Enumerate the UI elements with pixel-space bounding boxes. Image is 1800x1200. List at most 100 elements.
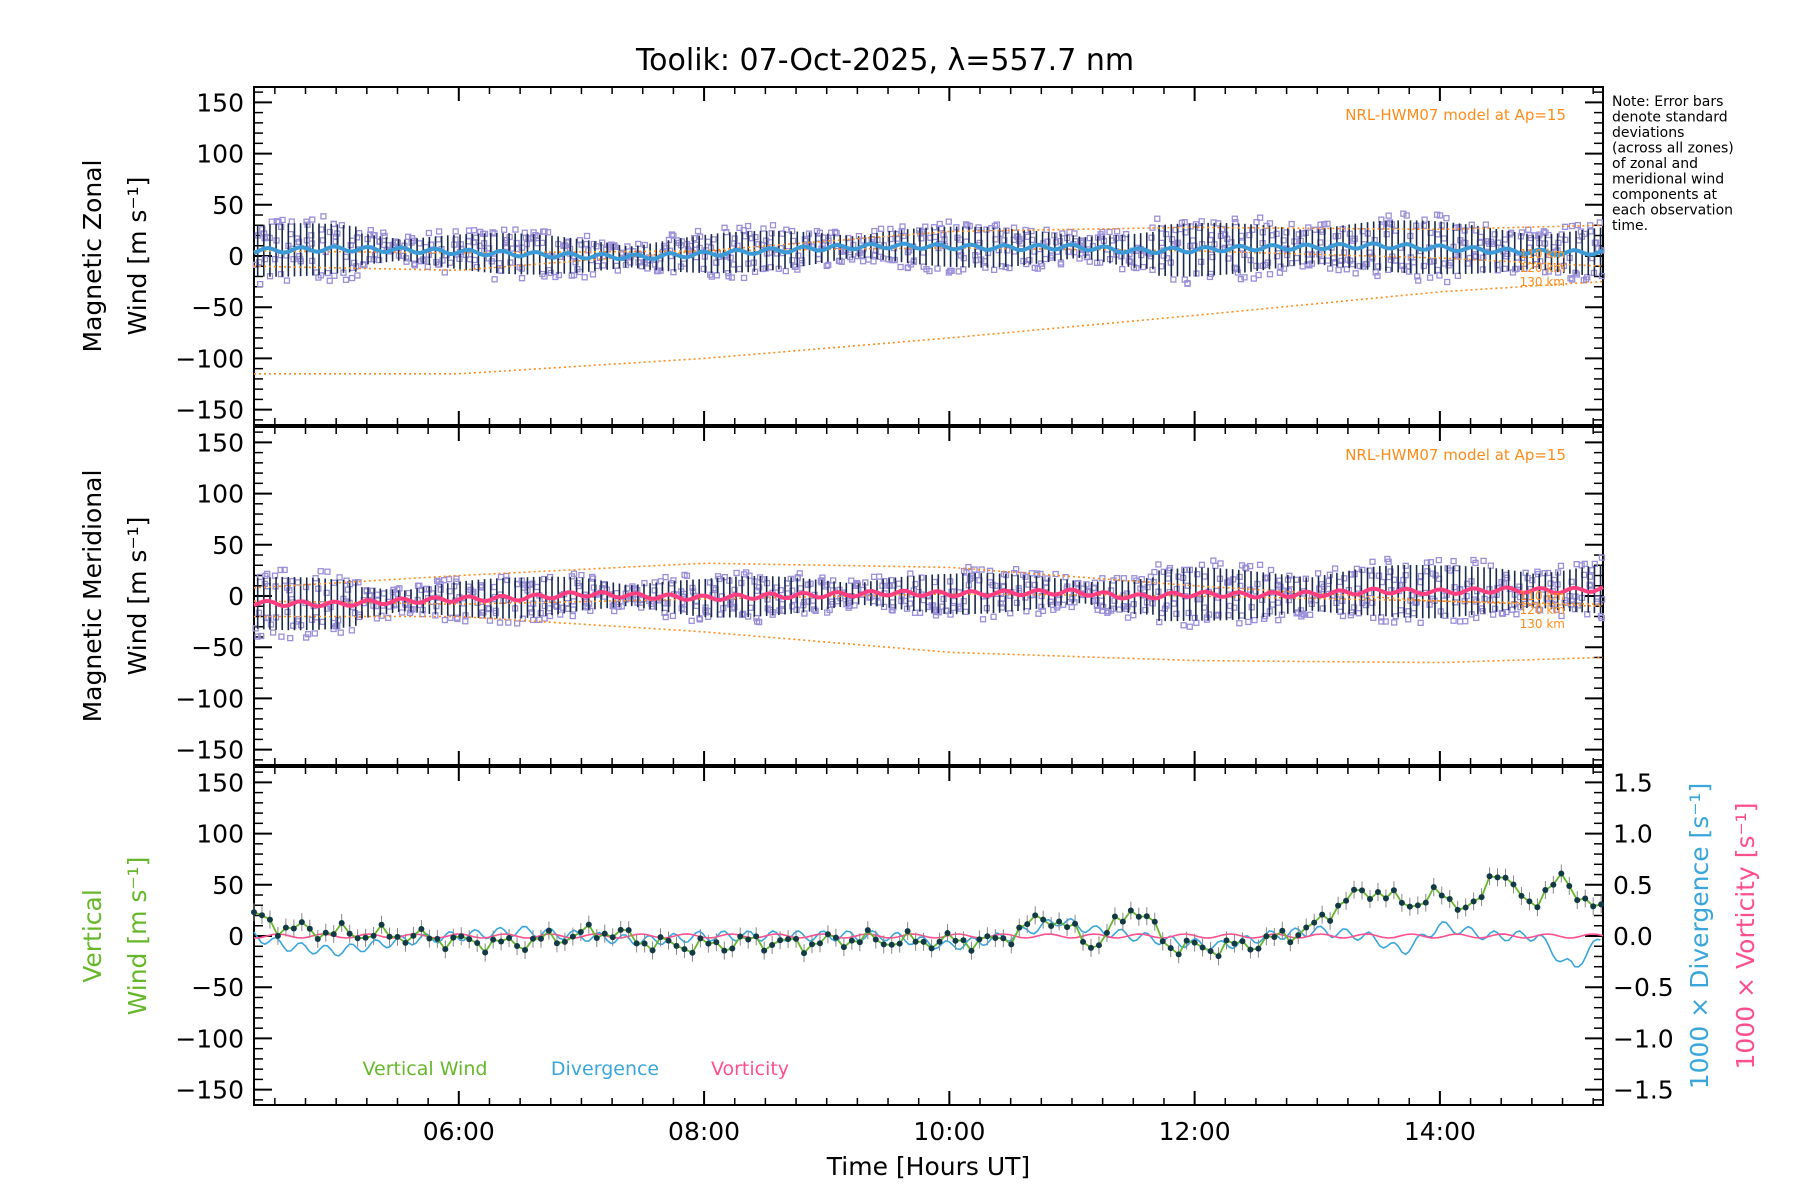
- model-curve-110-km: [253, 562, 1604, 605]
- scatter-point: [1280, 265, 1288, 272]
- model-altitude-label: 120 km: [1520, 261, 1565, 275]
- scatter-point: [1508, 229, 1515, 236]
- scatter-point: [326, 228, 334, 236]
- scatter-point: [590, 584, 598, 591]
- scatter-point: [826, 606, 833, 614]
- note-line: each observation: [1612, 203, 1733, 219]
- scatter-point: [950, 604, 957, 612]
- scatter-point: [1037, 570, 1044, 578]
- meridional-wind-line: [253, 585, 1604, 609]
- scatter-point: [1378, 216, 1385, 223]
- scatter-point: [1306, 611, 1314, 618]
- scatter-point: [1189, 237, 1197, 244]
- scatter-point: [589, 271, 597, 278]
- scatter-point: [324, 568, 331, 575]
- vertical-wind-point: [1558, 870, 1565, 877]
- scatter-point: [323, 589, 330, 597]
- scatter-point: [1233, 265, 1241, 273]
- y-axis-title: Wind [m s⁻¹]: [123, 857, 152, 1016]
- note-line: Note: Error bars: [1612, 94, 1723, 110]
- y2-tick-label: −1.0: [1613, 1024, 1674, 1053]
- scatter-point: [309, 216, 316, 223]
- scatter-point: [933, 608, 941, 616]
- vertical-wind-point: [808, 941, 815, 948]
- scatter-point: [268, 218, 275, 225]
- scatter-point: [541, 615, 548, 622]
- scatter-point: [1184, 280, 1191, 287]
- vertical-wind-point: [522, 946, 529, 953]
- scatter-point: [752, 233, 759, 241]
- scatter-point: [1586, 581, 1593, 588]
- scatter-point: [1246, 562, 1254, 570]
- scatter-point: [434, 577, 441, 584]
- y-axis-title: Wind [m s⁻¹]: [123, 177, 152, 336]
- scatter-point: [554, 603, 561, 610]
- scatter-point: [1039, 607, 1047, 615]
- scatter-point: [997, 230, 1004, 237]
- vertical-wind-point: [482, 949, 489, 956]
- scatter-point: [369, 587, 376, 594]
- scatter-point: [1557, 562, 1565, 570]
- scatter-point: [1231, 604, 1238, 611]
- scatter-point: [1273, 253, 1281, 260]
- model-altitude-label: 110 km: [1520, 589, 1565, 603]
- scatter-point: [1155, 561, 1162, 568]
- scatter-point: [589, 573, 596, 581]
- scatter-point: [496, 619, 504, 626]
- scatter-point: [1491, 231, 1498, 238]
- scatter-point: [308, 232, 315, 239]
- scatter-point: [1026, 256, 1033, 264]
- vertical-wind-point: [737, 933, 744, 940]
- scatter-point: [965, 563, 972, 571]
- vertical-wind-points: [251, 864, 1605, 966]
- vertical-wind-point: [251, 909, 257, 916]
- scatter-point: [1267, 566, 1275, 574]
- scatter-point: [1106, 228, 1113, 236]
- scatter-point: [277, 271, 285, 278]
- scatter-point: [336, 574, 343, 581]
- y2-tick-label: −1.5: [1613, 1076, 1674, 1105]
- scatter-point: [485, 605, 493, 613]
- scatter-point: [746, 572, 753, 579]
- vertical-wind-point: [984, 933, 991, 940]
- scatter-point: [1264, 259, 1272, 266]
- vertical-wind-point: [1414, 902, 1421, 909]
- scatter-point: [1540, 228, 1547, 235]
- vertical-wind-point: [1462, 904, 1469, 911]
- vertical-wind-point: [793, 935, 800, 942]
- vertical-wind-point: [1143, 913, 1150, 920]
- scatter-point: [1252, 588, 1259, 595]
- y2-tick-label: −0.5: [1613, 973, 1674, 1002]
- scatter-point: [557, 611, 564, 618]
- vertical-wind-point: [1032, 912, 1039, 919]
- scatter-point: [789, 603, 796, 610]
- scatter-point: [546, 612, 554, 620]
- scatter-point: [1573, 271, 1581, 278]
- x-tick-label: 10:00: [913, 1117, 985, 1146]
- scatter-point: [1400, 576, 1407, 584]
- vertical-wind-point: [1095, 942, 1102, 949]
- scatter-point: [1295, 231, 1302, 238]
- vertical-wind-point: [1064, 924, 1071, 931]
- scatter-point: [1266, 271, 1274, 278]
- scatter-point: [437, 586, 444, 593]
- vertical-wind-point: [282, 924, 289, 931]
- scatter-point: [1119, 265, 1126, 273]
- scatter-point: [1462, 618, 1469, 625]
- scatter-point: [281, 577, 289, 584]
- vertical-wind-point: [689, 949, 696, 956]
- panels: 150 100 50 0 −50 −100 −150 Magnetic Zonal Wind […: [78, 86, 1760, 1181]
- y2-tick-label: 0.0: [1613, 922, 1653, 951]
- scatter-point: [811, 606, 818, 613]
- vertical-wind-point: [545, 927, 552, 934]
- scatter-point: [1044, 575, 1051, 582]
- scatter-point: [278, 223, 285, 231]
- scatter-point: [1232, 219, 1239, 226]
- scatter-point: [572, 259, 579, 266]
- scatter-point: [254, 633, 261, 640]
- scatter-point: [411, 260, 418, 267]
- vertical-wind-point: [1598, 901, 1605, 908]
- scatter-point: [1525, 226, 1532, 233]
- vertical-wind-point: [506, 935, 513, 942]
